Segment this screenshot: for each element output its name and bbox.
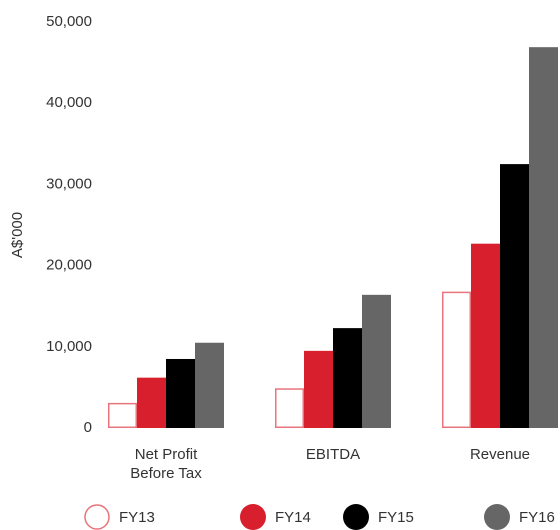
bar [195,342,224,428]
legend-swatch [84,504,110,530]
bar [333,328,362,428]
legend-label: FY16 [519,509,555,526]
legend-label: FY13 [119,509,155,526]
bar [471,243,500,428]
y-axis-label: A$'000 [9,212,26,258]
x-tick-label: EBITDA [305,446,361,463]
y-tick-label: 40,000 [46,94,92,111]
bar [166,358,195,428]
legend-label: FY14 [275,509,311,526]
bar [275,388,304,428]
x-tick-label: Revenue [469,446,531,463]
bar [304,350,333,428]
bar [362,294,391,428]
x-tick-label: Net Profit Before Tax [130,446,202,482]
legend-swatch [343,504,369,530]
y-tick-label: 50,000 [46,13,92,30]
bar [108,402,137,429]
y-tick-label: 10,000 [46,338,92,355]
legend-label: FY15 [378,509,414,526]
legend-swatch [240,504,266,530]
bar [529,47,558,429]
y-tick-label: 30,000 [46,175,92,192]
bar [500,164,529,428]
legend-swatch [484,504,510,530]
bar [442,291,471,428]
bar [137,377,166,428]
y-tick-label: 0 [84,419,92,436]
y-tick-label: 20,000 [46,257,92,274]
